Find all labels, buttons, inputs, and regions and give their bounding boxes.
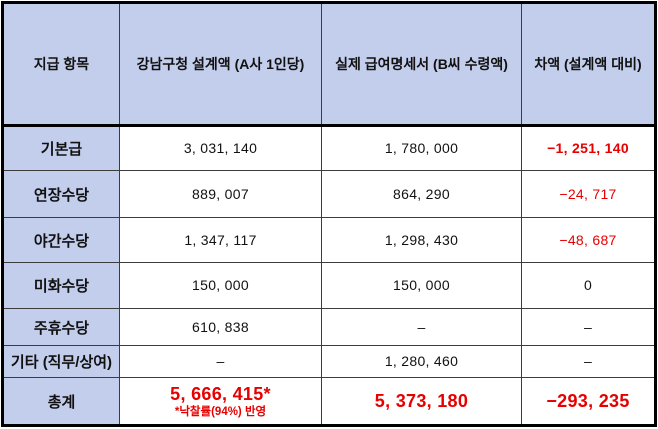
actual-amount-cell: 1, 298, 430: [321, 217, 522, 263]
diff-amount-cell: –: [521, 345, 656, 378]
table-row: 연장수당 889, 007 864, 290 −24, 717: [2, 170, 656, 218]
row-label: 기본급: [2, 125, 120, 171]
row-label: 기타 (직무/상여): [2, 345, 120, 378]
row-label: 야간수당: [2, 217, 120, 263]
amount-value: –: [583, 353, 593, 370]
amount-value: 5, 666, 415*: [170, 383, 271, 404]
column-header-actual-payslip: 실제 급여명세서 (B씨 수령액): [321, 2, 522, 127]
amount-value: 1, 280, 460: [384, 353, 459, 370]
amount-value: –: [417, 318, 426, 335]
amount-value: 0: [583, 277, 593, 294]
amount-value: 1, 780, 000: [384, 140, 459, 157]
header-row: 지급 항목 강남구청 설계액 (A사 1인당) 실제 급여명세서 (B씨 수령액…: [2, 2, 656, 127]
bid-rate-note: *낙찰률(94%) 반영: [174, 405, 267, 418]
table-row: 주휴수당 610, 838 – –: [2, 308, 656, 346]
table-row: 기타 (직무/상여) – 1, 280, 460 –: [2, 345, 656, 378]
table-body: 기본급 3, 031, 140 1, 780, 000 −1, 251, 140 연장수…: [2, 125, 656, 426]
row-label: 총계: [2, 377, 120, 426]
design-amount-cell: 150, 000: [119, 262, 322, 309]
amount-value: −48, 687: [559, 231, 617, 248]
actual-amount-cell: 1, 780, 000: [321, 125, 522, 171]
amount-value: 864, 290: [393, 185, 450, 202]
actual-amount-cell: 150, 000: [321, 262, 522, 309]
column-header-design-amount: 강남구청 설계액 (A사 1인당): [119, 2, 322, 127]
table-row: 야간수당 1, 347, 117 1, 298, 430 −48, 687: [2, 217, 656, 263]
amount-value: −293, 235: [546, 390, 630, 411]
amount-value: 1, 347, 117: [184, 231, 257, 248]
amount-value: –: [583, 318, 593, 335]
design-amount-cell: 1, 347, 117: [119, 217, 322, 263]
diff-amount-cell: −1, 251, 140: [521, 125, 656, 171]
amount-value: 3, 031, 140: [183, 140, 258, 157]
amount-value: −1, 251, 140: [547, 140, 629, 157]
diff-amount-cell: −293, 235: [521, 377, 656, 426]
amount-value: 150, 000: [192, 277, 249, 294]
amount-value: 150, 000: [393, 277, 450, 294]
amount-value: −24, 717: [559, 185, 617, 202]
row-label: 미화수당: [2, 262, 120, 309]
actual-amount-cell: 5, 373, 180: [321, 377, 522, 426]
diff-amount-cell: –: [521, 308, 656, 346]
column-header-difference: 차액 (설계액 대비): [521, 2, 656, 127]
design-amount-cell: 5, 666, 415* *낙찰률(94%) 반영: [119, 377, 322, 426]
diff-amount-cell: −24, 717: [521, 170, 656, 218]
design-amount-cell: 610, 838: [119, 308, 322, 346]
design-amount-cell: –: [119, 345, 322, 378]
table-row: 총계 5, 666, 415* *낙찰률(94%) 반영 5, 373, 180 −29…: [2, 377, 656, 426]
diff-amount-cell: 0: [521, 262, 656, 309]
table-row: 기본급 3, 031, 140 1, 780, 000 −1, 251, 140: [2, 125, 656, 171]
amount-value: 889, 007: [192, 185, 249, 202]
amount-value: –: [216, 353, 225, 370]
design-amount-cell: 3, 031, 140: [119, 125, 322, 171]
row-label: 연장수당: [2, 170, 120, 218]
design-amount-cell: 889, 007: [119, 170, 322, 218]
table-row: 미화수당 150, 000 150, 000 0: [2, 262, 656, 309]
amount-value: 1, 298, 430: [384, 231, 459, 248]
row-label: 주휴수당: [2, 308, 120, 346]
actual-amount-cell: 864, 290: [321, 170, 522, 218]
actual-amount-cell: –: [321, 308, 522, 346]
column-header-item: 지급 항목: [2, 2, 120, 127]
actual-amount-cell: 1, 280, 460: [321, 345, 522, 378]
amount-value: 5, 373, 180: [374, 390, 469, 411]
amount-value: 610, 838: [192, 318, 249, 335]
diff-amount-cell: −48, 687: [521, 217, 656, 263]
